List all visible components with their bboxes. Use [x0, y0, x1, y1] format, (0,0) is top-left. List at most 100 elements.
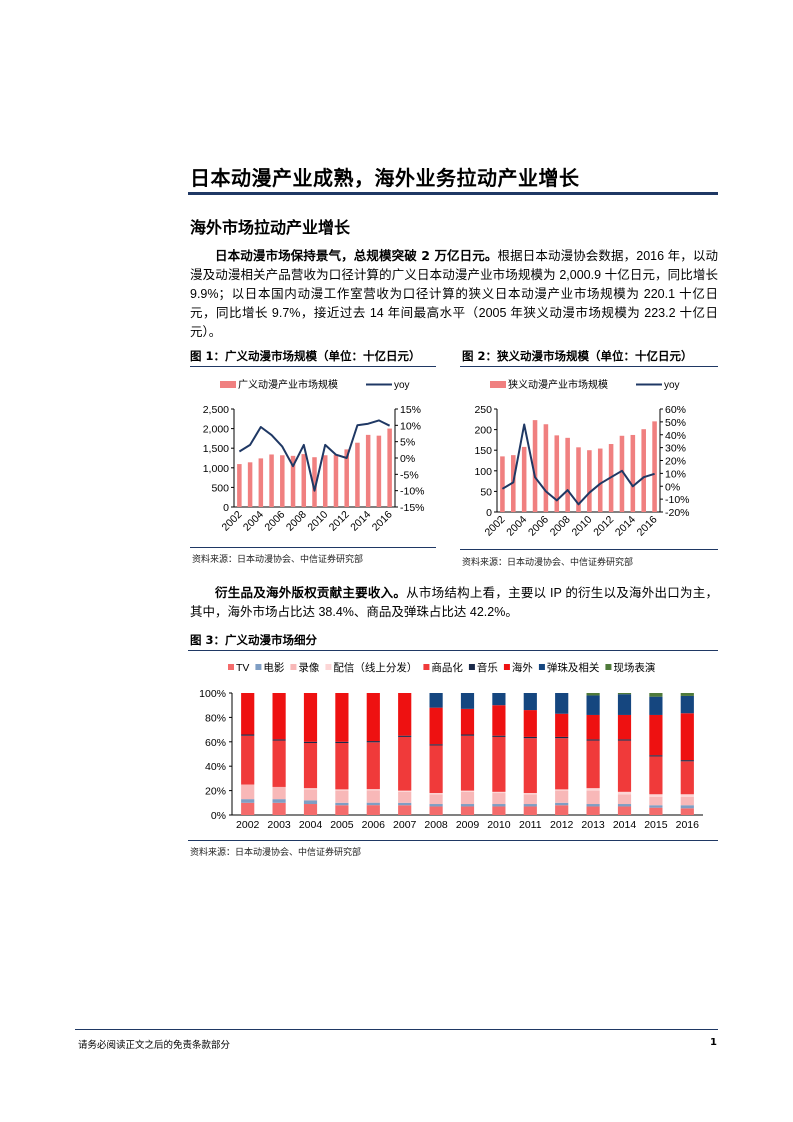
- segment-录像: [617, 794, 632, 805]
- y-tick-label-right: 20%: [665, 456, 686, 468]
- segment-商品化: [366, 742, 380, 790]
- legend-label: 弹珠及相关: [547, 661, 600, 674]
- segment-录像: [398, 791, 412, 803]
- segment-录像: [303, 789, 318, 801]
- x-tick-label-2014: 2014: [348, 509, 373, 534]
- stack-2014: [617, 693, 632, 815]
- segment-配信（线上分发）: [335, 789, 349, 791]
- figure3-source: 资料来源：日本动漫协会、中信证券研究部: [190, 848, 362, 858]
- legend-label-bar: 狭义动漫产业市场规模: [508, 378, 608, 391]
- segment-录像: [492, 793, 506, 805]
- segment-海外: [586, 714, 600, 740]
- legend-swatch: [255, 664, 262, 670]
- paragraph-body: 从市场结构上看，主要以 IP 的衍生以及海外出口为主，其中，海外市场占比达 38…: [190, 586, 718, 619]
- bar-2004: [521, 446, 527, 512]
- segment-海外: [398, 693, 412, 736]
- segment-海外: [649, 714, 663, 756]
- segment-音乐: [335, 741, 349, 744]
- segment-弹珠及相关: [523, 693, 537, 711]
- x-tick-label-2002: 2002: [236, 819, 260, 831]
- x-tick-label-2004: 2004: [241, 509, 266, 534]
- y-tick-label: 0%: [211, 810, 226, 822]
- segment-音乐: [555, 736, 569, 739]
- segment-弹珠及相关: [555, 693, 569, 714]
- segment-配信（线上分发）: [649, 794, 663, 797]
- segment-海外: [429, 707, 443, 745]
- segment-音乐: [241, 734, 255, 736]
- stack-2004: [303, 693, 318, 815]
- segment-配信（线上分发）: [366, 789, 380, 791]
- legend-label: 商品化: [431, 661, 463, 674]
- segment-弹珠及相关: [649, 696, 663, 715]
- segment-录像: [460, 791, 475, 805]
- segment-电影: [303, 800, 318, 805]
- y-tick-label-left: 2,500: [203, 404, 229, 416]
- y-tick-label-left: 1,000: [203, 463, 229, 475]
- segment-配信（线上分发）: [586, 788, 600, 791]
- bar-2002: [237, 464, 242, 507]
- legend-swatch: [538, 664, 545, 670]
- figure1-source-rule: [190, 547, 436, 548]
- segment-TV: [617, 806, 632, 815]
- stack-2002: [241, 693, 255, 815]
- legend-swatch: [468, 664, 475, 670]
- y-tick-label-right: -10%: [400, 486, 425, 498]
- legend-label: 配信（线上分发）: [333, 661, 417, 674]
- figure1-title-rule: [190, 366, 436, 367]
- legend-swatch: [325, 664, 332, 670]
- legend-swatch-bar: [220, 381, 236, 388]
- x-tick-label-2006: 2006: [262, 509, 287, 534]
- figure3-source-rule: [188, 840, 718, 841]
- footer-disclaimer: 请务必阅读正文之后的免责条款部分: [78, 1040, 231, 1051]
- stack-2016: [680, 693, 694, 815]
- paragraph-body: 根据日本动漫协会数据，2016 年，以动漫及动漫相关产品营收为口径计算的广义日本…: [190, 249, 718, 339]
- segment-配信（线上分发）: [555, 789, 569, 791]
- segment-弹珠及相关: [460, 693, 475, 709]
- segment-TV: [241, 802, 255, 815]
- segment-音乐: [586, 739, 600, 741]
- x-tick-label-2014: 2014: [613, 819, 637, 831]
- segment-电影: [460, 804, 475, 807]
- bar-2013: [355, 442, 360, 507]
- segment-配信（线上分发）: [523, 793, 537, 795]
- bar-2015: [641, 429, 646, 512]
- segment-TV: [586, 806, 600, 815]
- x-tick-label-2010: 2010: [487, 819, 511, 831]
- y-tick-label-left: 0: [223, 502, 229, 514]
- x-tick-label-2016: 2016: [635, 514, 660, 539]
- figure3-title: 图 3：广义动漫市场细分: [190, 633, 318, 647]
- segment-TV: [429, 806, 443, 815]
- segment-TV: [649, 807, 663, 815]
- x-tick-label-2009: 2009: [456, 819, 480, 831]
- y-tick-label-left: 100: [474, 466, 492, 478]
- figure2-title-rule: [460, 366, 718, 367]
- segment-商品化: [335, 743, 349, 790]
- segment-海外: [366, 693, 380, 742]
- segment-商品化: [492, 736, 506, 792]
- segment-录像: [523, 794, 537, 805]
- segment-弹珠及相关: [617, 694, 632, 715]
- legend-label: 录像: [298, 662, 319, 674]
- bar-2016: [652, 421, 657, 512]
- segment-TV: [460, 806, 475, 815]
- y-tick-label-right: 40%: [665, 430, 686, 442]
- y-tick-label-left: 2,000: [203, 424, 229, 436]
- y-tick-label-left: 150: [474, 445, 492, 457]
- legend-label: 海外: [512, 661, 533, 674]
- y-tick-label-left: 0: [486, 507, 492, 519]
- segment-海外: [492, 705, 506, 736]
- legend-label: 音乐: [477, 661, 498, 674]
- stack-2008: [429, 693, 443, 815]
- segment-电影: [272, 799, 286, 803]
- y-tick-label-right: 10%: [400, 420, 421, 432]
- stack-2006: [366, 693, 380, 815]
- segment-录像: [555, 790, 569, 803]
- x-tick-label-2006: 2006: [526, 514, 551, 539]
- bar-2011: [597, 448, 603, 512]
- segment-电影: [366, 802, 380, 806]
- segment-电影: [429, 804, 443, 807]
- segment-商品化: [649, 756, 663, 795]
- chart-market-segments: TV 电影 录像 配信（线上分发） 商品化 音乐 海外 弹珠及相关 现场表演 0% 20% 40% 60…: [199, 661, 703, 831]
- segment-音乐: [272, 739, 286, 741]
- segment-弹珠及相关: [586, 695, 600, 715]
